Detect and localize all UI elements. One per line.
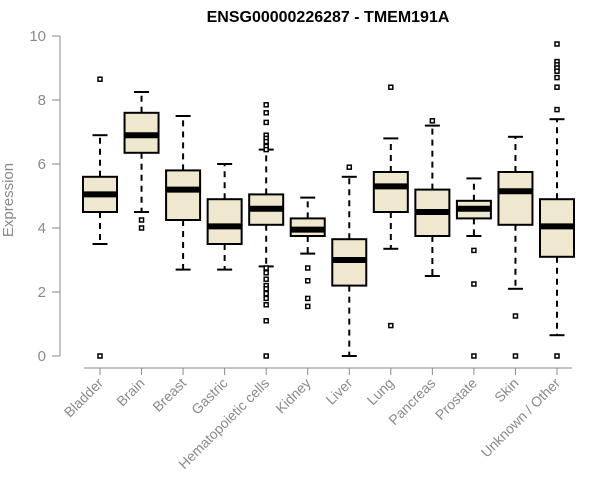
outlier-point — [388, 84, 394, 90]
box-group — [455, 177, 492, 359]
box-iqr — [165, 169, 202, 221]
chart-title: ENSG00000226287 - TMEM191A — [207, 9, 450, 26]
outlier-point — [554, 68, 560, 74]
y-axis-label: Expression — [0, 163, 17, 237]
outlier-point — [512, 353, 519, 359]
outlier-point — [554, 106, 560, 113]
outlier-point — [429, 118, 436, 124]
box-group — [497, 135, 534, 359]
outlier-point — [304, 265, 311, 271]
outlier-point — [138, 225, 145, 231]
y-tick-label: 2 — [38, 284, 46, 301]
box-iqr — [497, 171, 534, 226]
outlier-point — [263, 286, 269, 292]
outlier-point — [263, 295, 269, 302]
outlier-point — [388, 322, 394, 329]
outlier-point — [263, 265, 269, 271]
x-tick-label: Brain — [113, 375, 147, 409]
boxes — [82, 41, 575, 359]
box-group — [123, 91, 160, 231]
y-tick-label: 0 — [38, 348, 46, 365]
outlier-point — [263, 353, 269, 359]
x-tick-label: Unknown / Other — [478, 375, 564, 461]
box-group — [372, 84, 409, 329]
box-group — [414, 118, 451, 277]
outlier-point — [263, 302, 269, 308]
outlier-point — [471, 353, 477, 359]
outlier-point — [554, 74, 560, 81]
outlier-point — [263, 102, 269, 108]
outlier-point — [263, 110, 269, 116]
outlier-point — [471, 247, 477, 254]
outlier-point — [97, 353, 103, 359]
y-tick-label: 4 — [38, 220, 46, 237]
outlier-point — [346, 164, 353, 170]
outlier-point — [554, 41, 560, 47]
box-group — [331, 164, 368, 357]
outlier-point — [263, 119, 269, 126]
box-group — [206, 163, 243, 271]
x-tick-label: Liver — [323, 375, 356, 408]
outlier-point — [263, 138, 269, 145]
y-ticks: 0 2 4 6 8 10 — [29, 28, 60, 365]
outlier-point — [304, 278, 311, 284]
y-tick-label: 10 — [29, 28, 46, 45]
y-tick-label: 6 — [38, 156, 46, 173]
x-tick-label: Breast — [149, 375, 189, 415]
outlier-point — [138, 217, 145, 223]
outlier-point — [471, 281, 477, 287]
x-tick-label: Kidney — [272, 375, 314, 417]
outlier-point — [263, 290, 269, 297]
x-tick-label: Bladder — [61, 375, 107, 421]
outlier-point — [263, 270, 269, 276]
outlier-point — [97, 76, 103, 82]
outlier-point — [263, 276, 269, 282]
x-tick-label: Lung — [364, 375, 397, 408]
outlier-point — [263, 146, 269, 153]
outlier-point — [512, 313, 519, 319]
box-group — [539, 41, 575, 359]
outlier-point — [554, 353, 560, 359]
outlier-point — [304, 303, 311, 310]
outlier-point — [554, 84, 560, 90]
x-tick-label: Prostate — [432, 375, 480, 423]
box-iqr — [206, 198, 243, 245]
outlier-point — [263, 318, 269, 324]
outlier-point — [304, 295, 311, 302]
box-group — [248, 102, 285, 359]
y-tick-label: 8 — [38, 92, 46, 109]
box-group — [165, 115, 202, 271]
box-iqr — [372, 171, 409, 213]
box-group — [82, 76, 118, 359]
box-group — [289, 196, 326, 310]
x-tick-label: Skin — [491, 375, 522, 406]
